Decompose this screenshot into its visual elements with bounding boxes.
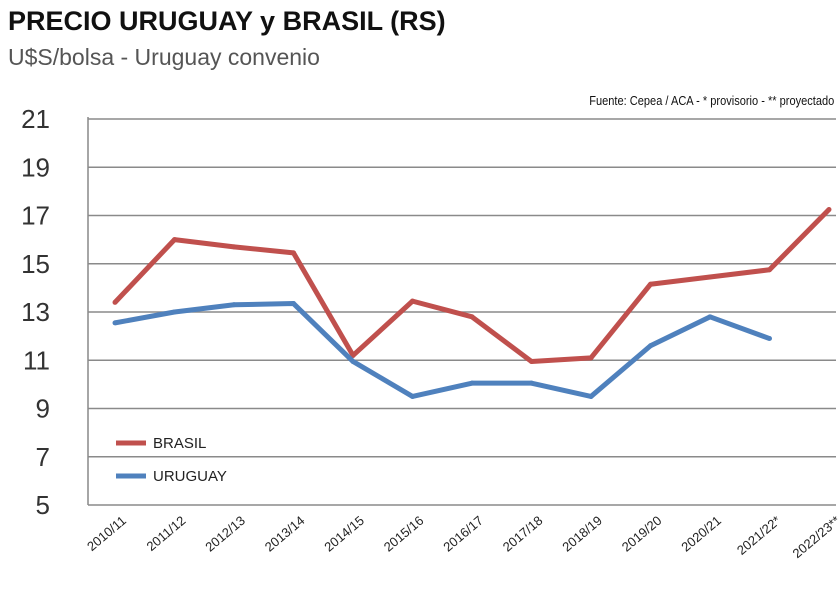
data-point-brasil xyxy=(588,355,594,361)
x-tick-label: 2021/22* xyxy=(734,513,784,558)
x-tick-label: 2018/19 xyxy=(559,513,605,555)
x-tick-label: 2022/23** xyxy=(790,513,840,561)
data-point-brasil xyxy=(231,244,237,250)
data-point-uruguay xyxy=(410,393,415,399)
data-point-uruguay xyxy=(291,301,296,307)
x-tick-label: 2019/20 xyxy=(619,513,665,555)
data-point-brasil xyxy=(172,237,177,243)
data-point-uruguay xyxy=(172,309,177,315)
y-tick-label: 5 xyxy=(36,490,50,520)
data-point-uruguay xyxy=(588,393,594,399)
y-tick-label: 13 xyxy=(21,297,50,327)
data-point-brasil xyxy=(469,314,475,320)
series-line-uruguay xyxy=(114,301,771,399)
chart-subtitle: U$S/bolsa - Uruguay convenio xyxy=(8,44,320,70)
y-tick-label: 7 xyxy=(36,442,50,472)
data-point-brasil xyxy=(529,358,534,364)
y-tick-label: 11 xyxy=(23,345,50,375)
data-point-uruguay xyxy=(350,358,356,364)
data-point-brasil xyxy=(767,267,772,273)
data-point-brasil xyxy=(350,352,356,358)
data-point-uruguay xyxy=(529,380,534,386)
x-tick-label: 2014/15 xyxy=(321,513,367,555)
data-point-uruguay xyxy=(767,336,772,342)
data-point-brasil xyxy=(112,299,118,305)
data-point-brasil xyxy=(648,281,653,287)
data-point-uruguay xyxy=(231,302,237,308)
x-tick-label: 2011/12 xyxy=(144,513,189,554)
legend-label: URUGUAY xyxy=(153,468,227,485)
x-tick-label: 2015/16 xyxy=(381,513,427,555)
y-tick-label: 9 xyxy=(36,394,50,424)
x-tick-label: 2012/13 xyxy=(202,513,248,555)
data-point-uruguay xyxy=(648,343,653,349)
y-tick-label: 15 xyxy=(21,249,50,279)
data-point-uruguay xyxy=(707,314,713,320)
x-tick-label: 2020/21 xyxy=(678,513,724,555)
x-tick-label: 2017/18 xyxy=(500,513,546,555)
y-tick-label: 19 xyxy=(21,152,50,182)
data-point-brasil xyxy=(826,206,832,212)
x-tick-label: 2016/17 xyxy=(440,513,486,555)
y-tick-label: 21 xyxy=(21,104,50,134)
series-line-brasil xyxy=(113,207,831,364)
y-tick-label: 17 xyxy=(21,201,50,231)
data-point-uruguay xyxy=(469,380,475,386)
data-point-brasil xyxy=(291,250,296,256)
data-point-brasil xyxy=(707,274,713,280)
x-tick-label: 2013/14 xyxy=(262,513,308,555)
legend-label: BRASIL xyxy=(153,435,206,452)
source-note: Fuente: Cepea / ACA - * provisorio - ** … xyxy=(588,93,834,108)
data-point-uruguay xyxy=(112,320,118,326)
x-tick-label: 2010/11 xyxy=(84,513,129,554)
chart-title: PRECIO URUGUAY y BRASIL (RS) xyxy=(8,6,446,36)
data-point-brasil xyxy=(410,298,415,304)
